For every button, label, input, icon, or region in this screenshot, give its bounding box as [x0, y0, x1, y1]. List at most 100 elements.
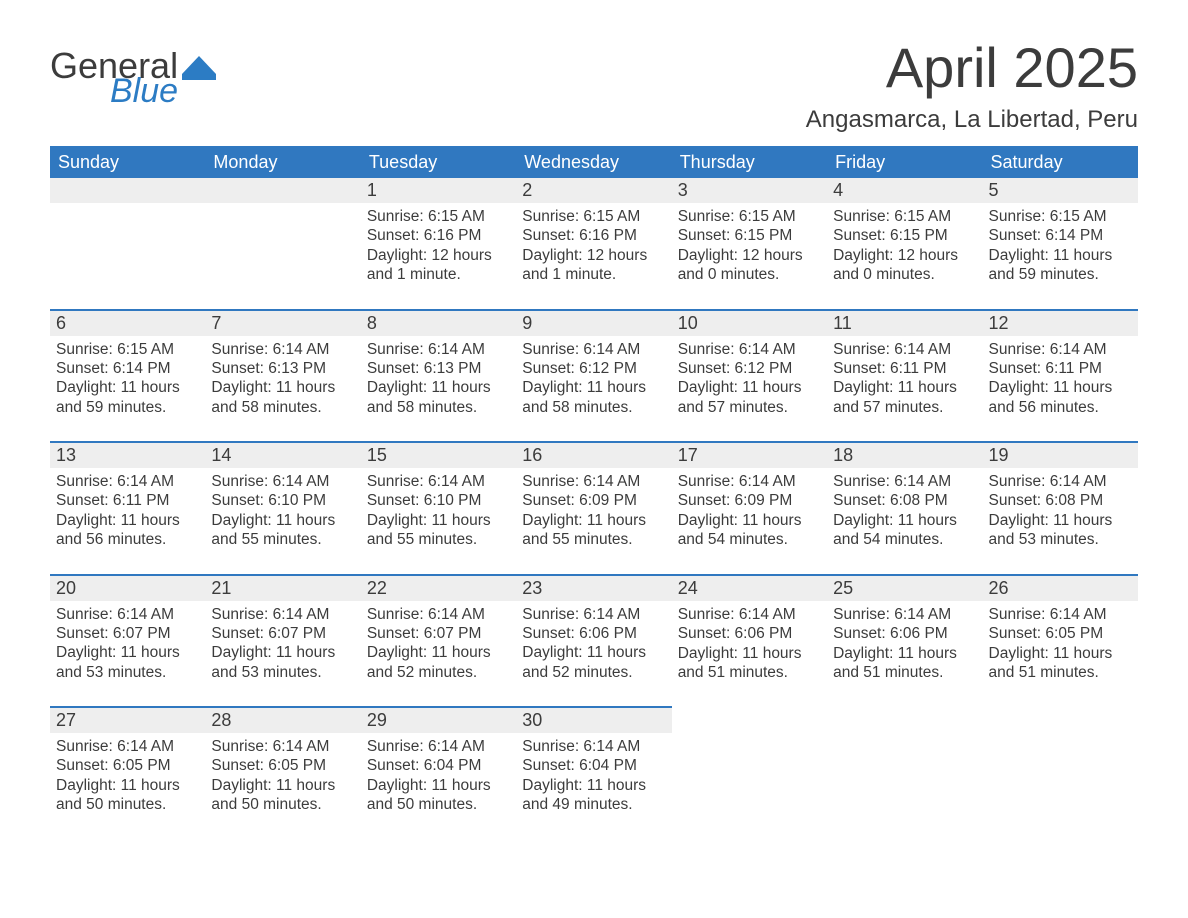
daylight-text: and 51 minutes.	[678, 663, 821, 682]
sunset-text: Sunset: 6:15 PM	[833, 226, 976, 245]
sunrise-text: Sunrise: 6:14 AM	[989, 472, 1132, 491]
week-daynum-row: 12345	[50, 178, 1138, 203]
day-cell: Sunrise: 6:14 AMSunset: 6:12 PMDaylight:…	[516, 336, 671, 443]
sunset-text: Sunset: 6:04 PM	[522, 756, 665, 775]
day-number: 1	[361, 178, 516, 203]
day-number: 12	[983, 310, 1138, 336]
sunset-text: Sunset: 6:12 PM	[522, 359, 665, 378]
day-cell: Sunrise: 6:14 AMSunset: 6:06 PMDaylight:…	[672, 601, 827, 708]
day-number: 15	[361, 442, 516, 468]
daylight-text: Daylight: 12 hours	[833, 246, 976, 265]
daylight-text: Daylight: 11 hours	[989, 511, 1132, 530]
sunset-text: Sunset: 6:16 PM	[522, 226, 665, 245]
sunrise-text: Sunrise: 6:14 AM	[367, 605, 510, 624]
daylight-text: Daylight: 12 hours	[522, 246, 665, 265]
sunset-text: Sunset: 6:14 PM	[989, 226, 1132, 245]
day-cell: Sunrise: 6:15 AMSunset: 6:14 PMDaylight:…	[983, 203, 1138, 310]
sunset-text: Sunset: 6:06 PM	[522, 624, 665, 643]
daylight-text: Daylight: 11 hours	[522, 776, 665, 795]
day-cell: Sunrise: 6:14 AMSunset: 6:08 PMDaylight:…	[983, 468, 1138, 575]
day-cell: Sunrise: 6:14 AMSunset: 6:10 PMDaylight:…	[205, 468, 360, 575]
daylight-text: Daylight: 11 hours	[522, 643, 665, 662]
day-cell: Sunrise: 6:14 AMSunset: 6:13 PMDaylight:…	[361, 336, 516, 443]
daylight-text: and 0 minutes.	[833, 265, 976, 284]
day-cell: Sunrise: 6:14 AMSunset: 6:04 PMDaylight:…	[361, 733, 516, 839]
daylight-text: Daylight: 11 hours	[211, 776, 354, 795]
sunrise-text: Sunrise: 6:14 AM	[211, 472, 354, 491]
empty-day	[672, 707, 827, 733]
daylight-text: Daylight: 11 hours	[211, 643, 354, 662]
day-number: 23	[516, 575, 671, 601]
sunrise-text: Sunrise: 6:15 AM	[522, 207, 665, 226]
sunrise-text: Sunrise: 6:14 AM	[833, 605, 976, 624]
week-content-row: Sunrise: 6:14 AMSunset: 6:07 PMDaylight:…	[50, 601, 1138, 708]
day-cell: Sunrise: 6:14 AMSunset: 6:05 PMDaylight:…	[205, 733, 360, 839]
daylight-text: and 51 minutes.	[833, 663, 976, 682]
daylight-text: and 49 minutes.	[522, 795, 665, 814]
day-cell: Sunrise: 6:14 AMSunset: 6:12 PMDaylight:…	[672, 336, 827, 443]
day-cell: Sunrise: 6:15 AMSunset: 6:15 PMDaylight:…	[672, 203, 827, 310]
day-number: 2	[516, 178, 671, 203]
day-cell: Sunrise: 6:14 AMSunset: 6:07 PMDaylight:…	[50, 601, 205, 708]
sunrise-text: Sunrise: 6:14 AM	[211, 340, 354, 359]
sunset-text: Sunset: 6:09 PM	[522, 491, 665, 510]
sunset-text: Sunset: 6:08 PM	[989, 491, 1132, 510]
daylight-text: Daylight: 11 hours	[989, 378, 1132, 397]
sunset-text: Sunset: 6:07 PM	[211, 624, 354, 643]
sunrise-text: Sunrise: 6:14 AM	[367, 737, 510, 756]
daylight-text: and 56 minutes.	[56, 530, 199, 549]
daylight-text: and 50 minutes.	[211, 795, 354, 814]
sunset-text: Sunset: 6:08 PM	[833, 491, 976, 510]
sunset-text: Sunset: 6:10 PM	[211, 491, 354, 510]
calendar-table: Sunday Monday Tuesday Wednesday Thursday…	[50, 146, 1138, 839]
daylight-text: and 52 minutes.	[522, 663, 665, 682]
day-number: 10	[672, 310, 827, 336]
day-cell: Sunrise: 6:15 AMSunset: 6:16 PMDaylight:…	[516, 203, 671, 310]
empty-day	[827, 707, 982, 733]
daylight-text: Daylight: 11 hours	[678, 378, 821, 397]
daylight-text: Daylight: 11 hours	[56, 643, 199, 662]
sunrise-text: Sunrise: 6:14 AM	[367, 340, 510, 359]
daylight-text: Daylight: 11 hours	[367, 511, 510, 530]
sunset-text: Sunset: 6:07 PM	[367, 624, 510, 643]
daylight-text: and 58 minutes.	[367, 398, 510, 417]
daylight-text: and 50 minutes.	[367, 795, 510, 814]
empty-day	[50, 203, 205, 310]
daylight-text: and 52 minutes.	[367, 663, 510, 682]
daylight-text: Daylight: 11 hours	[833, 511, 976, 530]
sunset-text: Sunset: 6:10 PM	[367, 491, 510, 510]
daylight-text: Daylight: 12 hours	[367, 246, 510, 265]
empty-day	[827, 733, 982, 839]
day-number: 19	[983, 442, 1138, 468]
logo-blue-text: Blue	[110, 74, 178, 108]
daylight-text: and 1 minute.	[367, 265, 510, 284]
daylight-text: and 51 minutes.	[989, 663, 1132, 682]
sunrise-text: Sunrise: 6:14 AM	[211, 737, 354, 756]
brand-logo: General Blue	[50, 40, 216, 108]
day-cell: Sunrise: 6:14 AMSunset: 6:11 PMDaylight:…	[983, 336, 1138, 443]
day-number: 22	[361, 575, 516, 601]
day-number: 5	[983, 178, 1138, 203]
sunset-text: Sunset: 6:07 PM	[56, 624, 199, 643]
daylight-text: Daylight: 11 hours	[989, 644, 1132, 663]
month-year-title: April 2025	[806, 40, 1138, 96]
sunrise-text: Sunrise: 6:14 AM	[522, 340, 665, 359]
sunrise-text: Sunrise: 6:14 AM	[833, 340, 976, 359]
day-header: Wednesday	[516, 146, 671, 178]
sunrise-text: Sunrise: 6:14 AM	[211, 605, 354, 624]
daylight-text: and 55 minutes.	[211, 530, 354, 549]
day-number: 3	[672, 178, 827, 203]
day-number: 26	[983, 575, 1138, 601]
empty-day	[205, 178, 360, 203]
empty-day	[672, 733, 827, 839]
logo-flag-icon	[182, 56, 216, 84]
day-cell: Sunrise: 6:14 AMSunset: 6:09 PMDaylight:…	[516, 468, 671, 575]
sunrise-text: Sunrise: 6:15 AM	[367, 207, 510, 226]
sunset-text: Sunset: 6:06 PM	[678, 624, 821, 643]
day-header: Saturday	[983, 146, 1138, 178]
day-cell: Sunrise: 6:14 AMSunset: 6:05 PMDaylight:…	[983, 601, 1138, 708]
daylight-text: Daylight: 11 hours	[211, 378, 354, 397]
daylight-text: and 54 minutes.	[678, 530, 821, 549]
sunrise-text: Sunrise: 6:14 AM	[678, 472, 821, 491]
day-number: 24	[672, 575, 827, 601]
